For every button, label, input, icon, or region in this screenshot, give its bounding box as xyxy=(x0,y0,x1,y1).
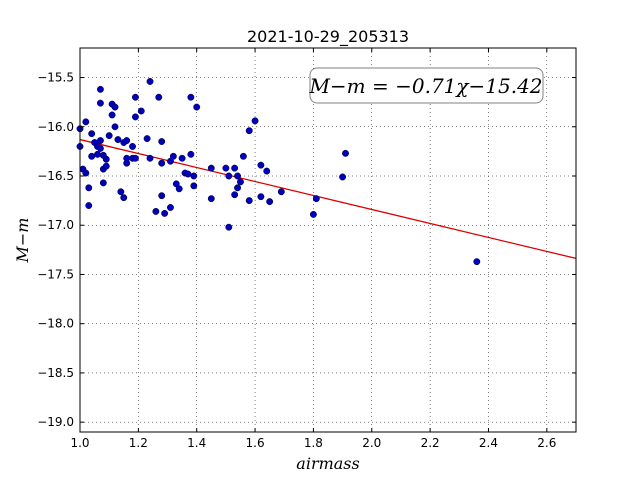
data-point xyxy=(170,153,176,159)
annotation-box: M−m = −0.71χ−15.42 xyxy=(308,68,543,103)
data-point xyxy=(208,165,214,171)
data-point xyxy=(109,112,115,118)
x-tick-label: 1.6 xyxy=(246,436,265,450)
data-point xyxy=(474,258,480,264)
data-point xyxy=(191,183,197,189)
data-point xyxy=(266,198,272,204)
data-point xyxy=(158,192,164,198)
data-point xyxy=(103,156,109,162)
x-tick-label: 1.8 xyxy=(304,436,323,450)
data-point xyxy=(246,197,252,203)
data-point xyxy=(118,189,124,195)
x-axis-label: airmass xyxy=(296,454,359,473)
y-tick-label: −16.5 xyxy=(37,169,74,183)
y-tick-label: −17.5 xyxy=(37,267,74,281)
data-point xyxy=(147,155,153,161)
data-point xyxy=(88,153,94,159)
data-point xyxy=(208,195,214,201)
data-point xyxy=(97,137,103,143)
annotation-text: M−m = −0.71χ−15.42 xyxy=(308,74,542,98)
data-point xyxy=(83,119,89,125)
chart-title: 2021-10-29_205313 xyxy=(247,27,409,47)
data-point xyxy=(258,193,264,199)
data-point xyxy=(237,179,243,185)
data-point xyxy=(100,180,106,186)
x-tick-label: 1.0 xyxy=(70,436,89,450)
data-point xyxy=(194,104,200,110)
data-point xyxy=(188,151,194,157)
data-point xyxy=(144,135,150,141)
data-point xyxy=(153,208,159,214)
data-point xyxy=(234,185,240,191)
data-point xyxy=(94,151,100,157)
data-point xyxy=(88,130,94,136)
data-point xyxy=(123,137,129,143)
data-point xyxy=(234,173,240,179)
data-point xyxy=(252,118,258,124)
data-point xyxy=(97,86,103,92)
y-tick-label: −17.0 xyxy=(37,218,74,232)
data-point xyxy=(310,211,316,217)
data-point xyxy=(161,210,167,216)
data-point xyxy=(103,163,109,169)
y-tick-label: −18.0 xyxy=(37,317,74,331)
y-axis-label: M−m xyxy=(13,218,32,264)
data-point xyxy=(97,145,103,151)
data-point xyxy=(188,94,194,100)
data-point xyxy=(121,194,127,200)
x-tick-label: 2.4 xyxy=(479,436,498,450)
y-tick-label: −19.0 xyxy=(37,415,74,429)
data-point xyxy=(179,155,185,161)
data-point xyxy=(264,168,270,174)
data-point xyxy=(258,162,264,168)
data-point xyxy=(191,173,197,179)
data-point xyxy=(129,143,135,149)
data-point xyxy=(123,155,129,161)
data-point xyxy=(246,128,252,134)
data-point xyxy=(313,195,319,201)
data-point xyxy=(106,132,112,138)
data-point xyxy=(231,165,237,171)
y-tick-label: −15.5 xyxy=(37,71,74,85)
data-point xyxy=(132,155,138,161)
data-point xyxy=(223,165,229,171)
data-point xyxy=(86,185,92,191)
data-point xyxy=(226,173,232,179)
y-tick-label: −16.0 xyxy=(37,120,74,134)
data-point xyxy=(112,104,118,110)
data-point xyxy=(156,94,162,100)
data-point xyxy=(278,189,284,195)
data-point xyxy=(185,171,191,177)
data-point xyxy=(240,153,246,159)
data-point xyxy=(132,94,138,100)
data-point xyxy=(231,192,237,198)
data-point xyxy=(112,124,118,130)
data-point xyxy=(226,224,232,230)
data-point xyxy=(167,204,173,210)
x-tick-label: 2.0 xyxy=(362,436,381,450)
data-point xyxy=(158,138,164,144)
x-tick-label: 2.2 xyxy=(421,436,440,450)
x-tick-label: 2.6 xyxy=(537,436,556,450)
data-point xyxy=(147,78,153,84)
data-point xyxy=(115,136,121,142)
data-point xyxy=(138,108,144,114)
data-point xyxy=(342,150,348,156)
data-point xyxy=(86,202,92,208)
data-point xyxy=(83,170,89,176)
data-point xyxy=(132,114,138,120)
y-tick-label: −18.5 xyxy=(37,366,74,380)
data-point xyxy=(97,100,103,106)
data-point xyxy=(158,160,164,166)
data-point xyxy=(339,174,345,180)
x-tick-label: 1.2 xyxy=(129,436,148,450)
x-tick-label: 1.4 xyxy=(187,436,206,450)
data-point xyxy=(176,186,182,192)
